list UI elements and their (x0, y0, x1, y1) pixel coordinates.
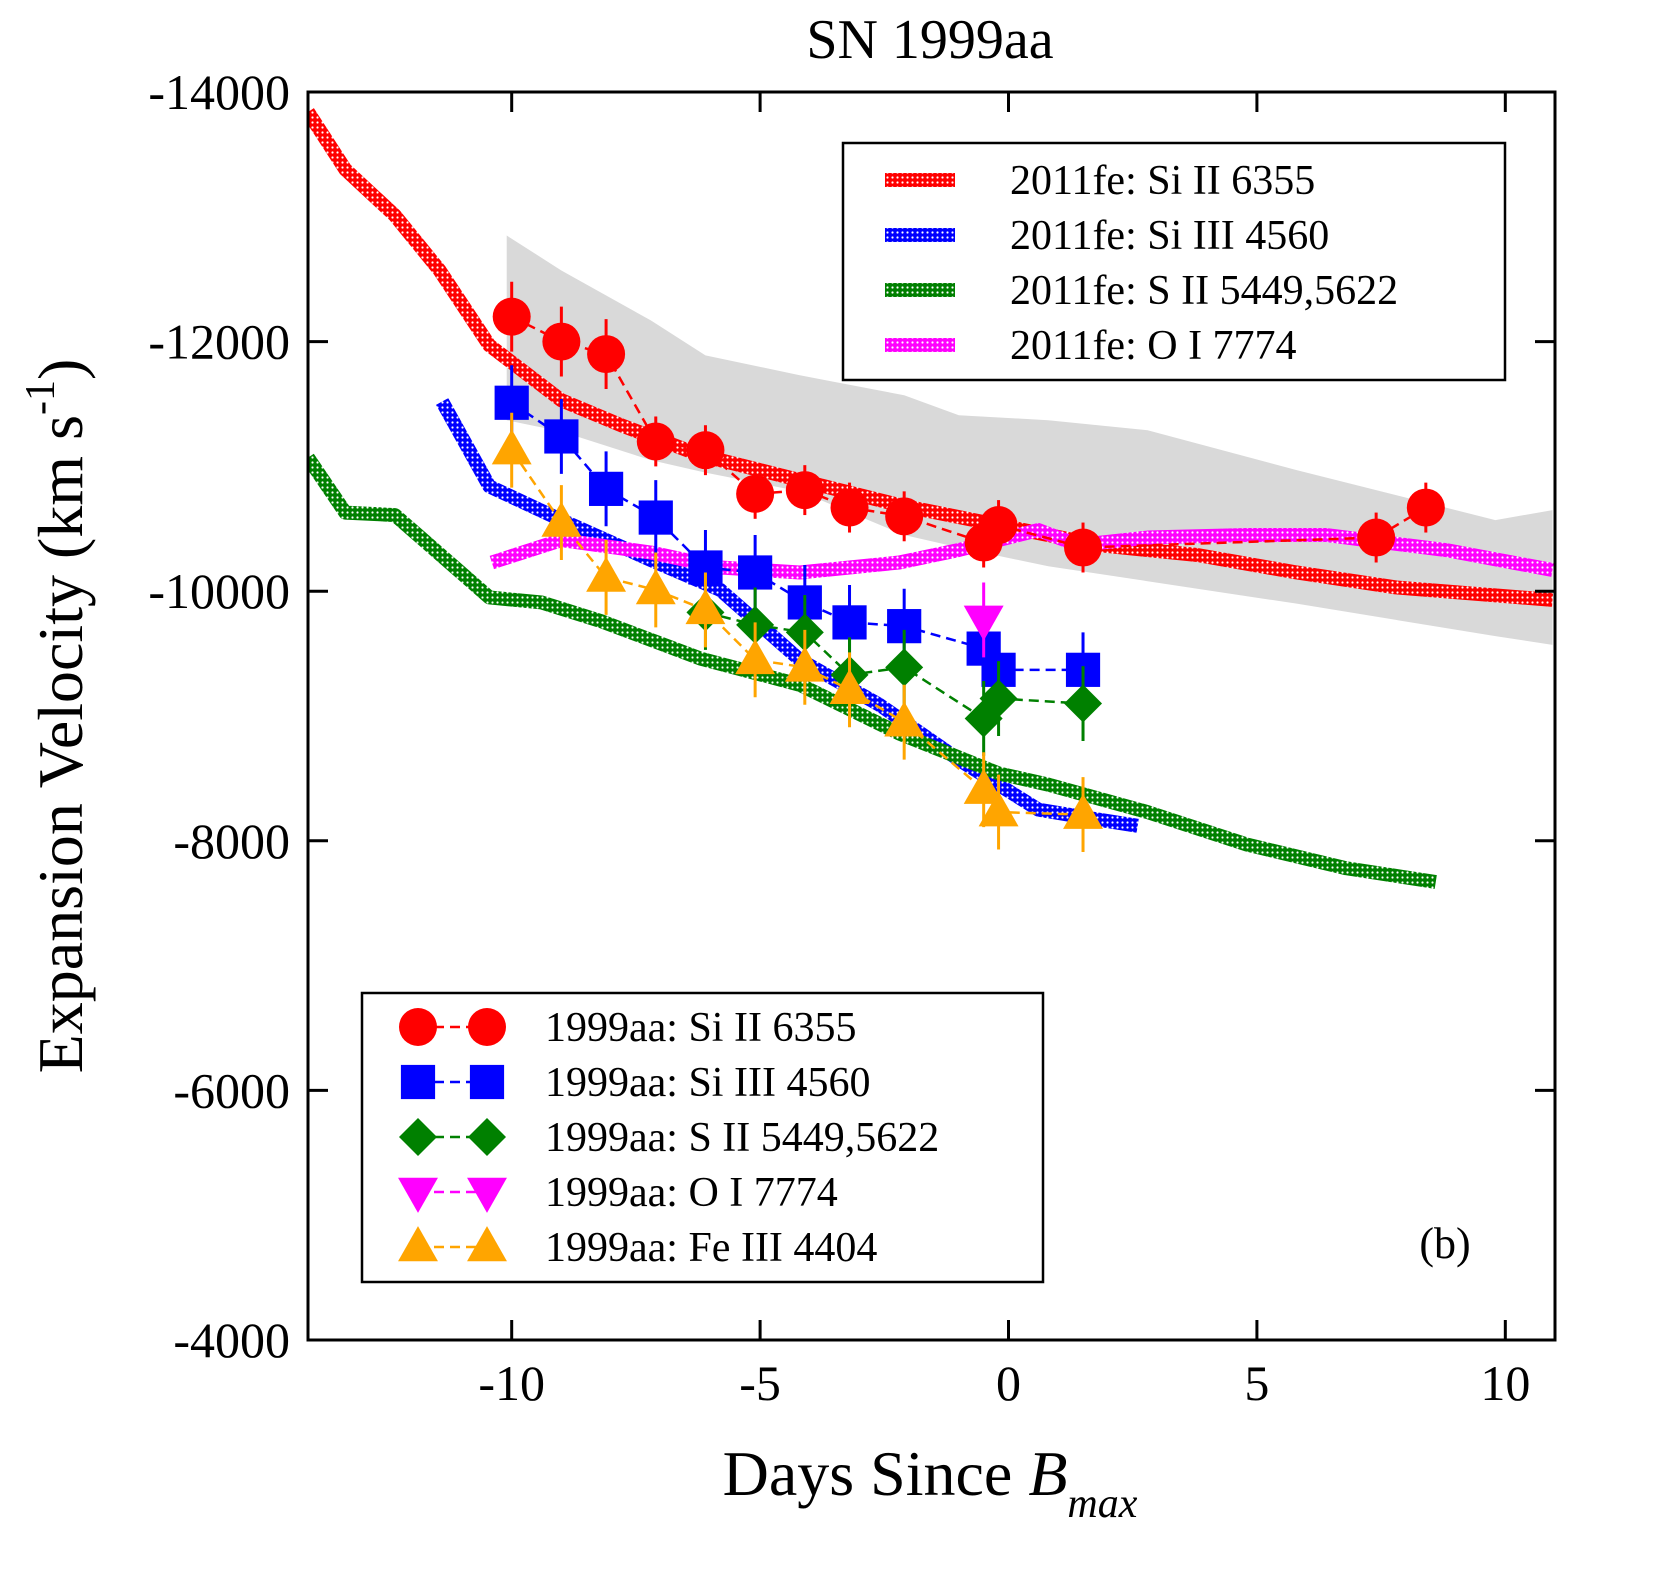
y-tick-label: -6000 (173, 1062, 290, 1118)
marker (785, 471, 824, 510)
marker (885, 648, 924, 687)
y-tick-label: -14000 (148, 64, 290, 120)
marker (686, 431, 725, 470)
marker (830, 488, 869, 527)
annotation: (b) (1419, 1219, 1470, 1268)
legend-label: 1999aa: Si III 4560 (545, 1060, 870, 1106)
marker (636, 422, 675, 461)
marker (978, 791, 1019, 827)
marker (469, 1064, 505, 1100)
marker (1064, 684, 1103, 723)
marker (1063, 793, 1103, 829)
marker (885, 497, 924, 536)
marker (398, 1226, 438, 1262)
legend-label: 1999aa: Si II 6355 (545, 1005, 856, 1051)
marker (468, 1008, 506, 1046)
x-axis-label: Days Since Bmax (723, 1438, 1138, 1527)
marker (963, 768, 1004, 804)
marker (1406, 488, 1445, 527)
marker (468, 1118, 506, 1156)
connector-line (510, 449, 1084, 816)
marker (963, 605, 1004, 641)
legend-entry: 1999aa: S II 5449,5622 (399, 1115, 939, 1161)
marker (784, 646, 825, 682)
x-label-symbol: B (1028, 1438, 1067, 1509)
marker (735, 638, 776, 675)
legend-entry: 2011fe: O I 7774 (885, 323, 1297, 369)
marker (588, 471, 624, 506)
marker (829, 668, 870, 705)
legend-entry: 1999aa: Si II 6355 (399, 1005, 856, 1051)
marker (1357, 518, 1396, 557)
marker (399, 1118, 437, 1156)
x-tick-label: -5 (739, 1355, 781, 1411)
marker (399, 1008, 437, 1046)
marker (979, 506, 1018, 545)
marker (544, 419, 579, 454)
marker (586, 556, 627, 592)
marker (979, 679, 1018, 718)
y-label-paren: ) (25, 359, 96, 380)
x-label-text: Days Since (723, 1438, 1029, 1509)
marker (492, 297, 531, 336)
x-label-subscript: max (1067, 1481, 1137, 1527)
legend-label: 1999aa: Fe III 4404 (545, 1225, 877, 1271)
x-tick-label: 5 (1244, 1355, 1269, 1411)
marker (635, 569, 676, 605)
x-tick-label: 0 (996, 1355, 1021, 1411)
marker (541, 501, 582, 537)
plot-frame (306, 90, 1557, 1342)
y-tick-label: -4000 (173, 1312, 290, 1368)
marker (467, 1177, 507, 1213)
legend-entry: 1999aa: Fe III 4404 (398, 1225, 877, 1271)
y-tick-label: -8000 (173, 813, 290, 869)
y-label-text: Expansion Velocity (km s (25, 415, 96, 1073)
y-tick-label: -10000 (148, 563, 290, 619)
y-label-superscript: -1 (18, 380, 64, 415)
legend-entry: 1999aa: Si III 4560 (400, 1060, 870, 1106)
model-line (308, 108, 1554, 607)
marker (832, 605, 867, 640)
legend-label: 2011fe: O I 7774 (1010, 323, 1297, 369)
y-axis-label: Expansion Velocity (km s-1) (18, 359, 96, 1074)
marker (638, 500, 673, 535)
legend-label: 2011fe: Si III 4560 (1010, 213, 1329, 259)
marker (491, 429, 532, 465)
legend-label: 2011fe: S II 5449,5622 (1010, 268, 1398, 314)
marker (542, 322, 581, 361)
legend-label: 1999aa: S II 5449,5622 (545, 1115, 939, 1161)
legend-entry: 2011fe: S II 5449,5622 (885, 268, 1398, 314)
marker (736, 474, 775, 513)
legend-entry: 1999aa: O I 7774 (398, 1170, 838, 1216)
marker (467, 1226, 507, 1262)
legend-label: 1999aa: O I 7774 (545, 1170, 838, 1216)
spread-band (506, 235, 1553, 645)
marker (884, 701, 925, 737)
x-tick-label: -10 (478, 1355, 545, 1411)
chart-title: SN 1999aa (806, 9, 1053, 71)
marker (587, 335, 626, 374)
marker (398, 1177, 438, 1213)
x-tick-label: 10 (1480, 1355, 1530, 1411)
legend-entry: 2011fe: Si III 4560 (885, 213, 1329, 259)
plot-area (308, 108, 1554, 889)
marker (1064, 528, 1103, 567)
marker (400, 1064, 436, 1100)
marker (685, 589, 726, 625)
marker (738, 555, 773, 590)
legend-label: 2011fe: Si II 6355 (1010, 158, 1315, 204)
y-tick-label: -12000 (148, 314, 290, 370)
legend-entry: 2011fe: Si II 6355 (885, 158, 1315, 204)
